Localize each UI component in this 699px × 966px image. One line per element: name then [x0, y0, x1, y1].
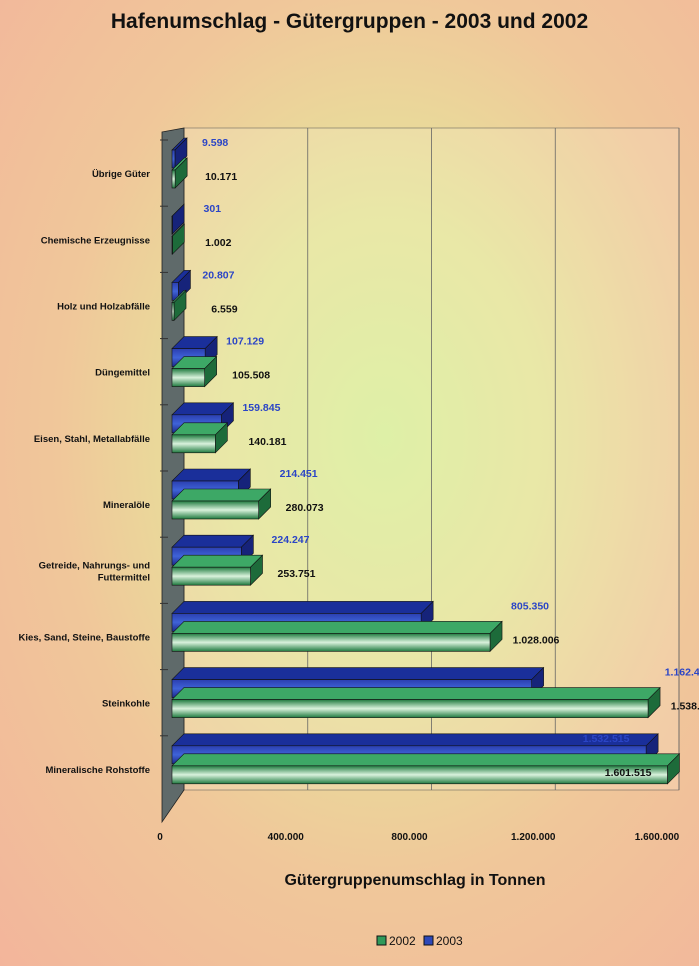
- bar-2002: [171, 699, 649, 718]
- data-label-2003: 805.350: [511, 600, 549, 612]
- x-axis-title: Gütergruppenumschlag in Tonnen: [284, 872, 546, 889]
- data-label-2002: 6.559: [211, 303, 237, 315]
- bar-2003: [171, 215, 173, 235]
- category-label: Getreide, Nahrungs- und: [39, 560, 151, 571]
- category-label: Übrige Güter: [92, 169, 150, 180]
- x-tick-label: 0: [157, 832, 163, 843]
- bar-2002: [171, 566, 251, 586]
- data-label-2003: 224.247: [272, 534, 310, 546]
- category-label: Futtermittel: [98, 572, 150, 583]
- bar-2003-top: [171, 534, 255, 548]
- bar-2002-top: [171, 621, 503, 634]
- data-label-2003: 301: [204, 203, 222, 215]
- bar-2003-top: [171, 468, 252, 482]
- bar-2003-top: [171, 601, 434, 614]
- legend-swatch-2002: [376, 935, 387, 946]
- category-label: Chemische Erzeugnisse: [41, 235, 150, 246]
- data-label-2003: 214.451: [280, 468, 318, 480]
- data-label-2003: 9.598: [202, 137, 228, 149]
- bar-2003-top: [171, 667, 545, 680]
- legend-label-2002: 2002: [389, 934, 416, 948]
- data-label-2002: 1.002: [205, 237, 231, 249]
- bar-2002: [171, 302, 175, 321]
- data-label-2002: 1.538.778: [671, 701, 699, 713]
- x-tick-label: 1.200.000: [511, 832, 556, 843]
- bar-2002: [171, 765, 668, 785]
- category-label: Steinkohle: [102, 699, 150, 710]
- legend-swatch-2003: [423, 935, 434, 946]
- bar-2002-top: [171, 753, 681, 767]
- data-label-2002: 105.508: [232, 370, 270, 382]
- bar-2002: [171, 169, 176, 189]
- data-label-2002: 280.073: [286, 502, 324, 514]
- category-label: Mineralöle: [103, 500, 150, 511]
- category-label: Eisen, Stahl, Metallabfälle: [34, 434, 150, 445]
- data-label-2002: 253.751: [278, 568, 316, 580]
- chart-title: Hafenumschlag - Gütergruppen - 2003 und …: [110, 10, 589, 33]
- bar-2002: [171, 500, 259, 520]
- bar-2002-top: [171, 687, 661, 700]
- bar-2003: [171, 149, 176, 169]
- bar-2002-top: [171, 488, 272, 502]
- category-label: Kies, Sand, Steine, Baustoffe: [19, 633, 150, 644]
- data-label-2002: 1.601.515: [605, 767, 652, 779]
- bar-2002: [171, 434, 216, 454]
- x-tick-label: 800.000: [391, 832, 428, 843]
- data-label-2003: 1.532.515: [583, 733, 630, 745]
- legend-label-2003: 2003: [436, 934, 463, 948]
- x-tick-label: 400.000: [268, 832, 305, 843]
- data-label-2002: 10.171: [205, 171, 237, 183]
- data-label-2003: 1.162.423: [665, 667, 699, 679]
- data-label-2002: 1.028.006: [513, 634, 560, 646]
- data-label-2003: 20.807: [202, 269, 234, 281]
- bar-2002: [171, 235, 173, 255]
- category-label: Holz und Holzabfälle: [57, 302, 150, 313]
- data-label-2003: 107.129: [226, 336, 264, 348]
- x-tick-label: 1.600.000: [635, 832, 680, 843]
- bar-2002: [171, 368, 205, 387]
- category-label: Mineralische Rohstoffe: [45, 765, 150, 776]
- data-label-2002: 140.181: [248, 436, 286, 448]
- bar-2002: [171, 633, 491, 652]
- data-label-2003: 159.845: [242, 402, 280, 414]
- category-label: Düngemittel: [95, 368, 150, 379]
- bar-2002-top: [171, 554, 264, 568]
